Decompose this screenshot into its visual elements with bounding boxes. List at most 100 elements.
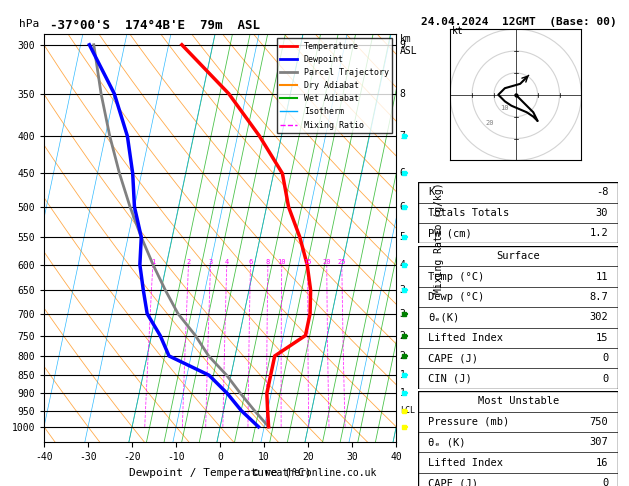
Parcel Trajectory	[97, 91, 105, 97]
Text: 0: 0	[602, 374, 608, 383]
Temperature	[303, 262, 311, 268]
Text: 750: 750	[589, 417, 608, 427]
Temperature	[296, 234, 304, 240]
Temperature	[302, 332, 309, 338]
Line: Temperature: Temperature	[182, 45, 311, 427]
Dewpoint	[131, 204, 138, 210]
Text: © weatheronline.co.uk: © weatheronline.co.uk	[253, 469, 376, 478]
Text: 1.2: 1.2	[589, 228, 608, 238]
Text: 2: 2	[400, 351, 406, 361]
Parcel Trajectory	[205, 353, 213, 359]
Parcel Trajectory	[116, 171, 123, 176]
Text: 30: 30	[596, 208, 608, 218]
Dewpoint	[138, 234, 145, 240]
Text: 25: 25	[338, 259, 346, 265]
Text: 11: 11	[596, 272, 608, 281]
Parcel Trajectory	[162, 287, 169, 293]
Text: Lifted Index: Lifted Index	[428, 333, 503, 343]
Text: -37°00'S  174°4B'E  79m  ASL: -37°00'S 174°4B'E 79m ASL	[50, 19, 260, 33]
Text: 16: 16	[596, 458, 608, 468]
Text: Totals Totals: Totals Totals	[428, 208, 509, 218]
Text: 3: 3	[208, 259, 213, 265]
Text: Dewp (°C): Dewp (°C)	[428, 292, 484, 302]
Text: 5: 5	[400, 232, 406, 242]
Text: kt: kt	[452, 26, 464, 35]
Text: 0: 0	[602, 478, 608, 486]
Parcel Trajectory	[90, 42, 97, 48]
Dewpoint	[123, 133, 131, 139]
Text: 1: 1	[400, 388, 406, 399]
Dewpoint	[111, 91, 118, 97]
Dewpoint	[223, 390, 231, 396]
Text: K: K	[428, 188, 435, 197]
Temperature	[271, 353, 279, 359]
Text: CAPE (J): CAPE (J)	[428, 353, 478, 363]
Dewpoint	[255, 424, 262, 430]
Text: 3: 3	[400, 309, 406, 319]
Text: Pressure (mb): Pressure (mb)	[428, 417, 509, 427]
Temperature	[255, 133, 263, 139]
Parcel Trajectory	[250, 408, 258, 414]
Parcel Trajectory	[138, 234, 145, 240]
Text: CIN (J): CIN (J)	[428, 374, 472, 383]
Dewpoint	[165, 353, 173, 359]
Text: 20: 20	[323, 259, 331, 265]
Line: Dewpoint: Dewpoint	[89, 45, 259, 427]
Text: Surface: Surface	[496, 251, 540, 261]
Parcel Trajectory	[223, 372, 230, 378]
Text: 6: 6	[400, 169, 406, 178]
Dewpoint	[205, 372, 213, 378]
Text: 1: 1	[400, 370, 406, 380]
Text: -8: -8	[596, 188, 608, 197]
Temperature	[307, 287, 314, 293]
Text: 8.7: 8.7	[589, 292, 608, 302]
Text: 8: 8	[400, 88, 406, 99]
Dewpoint	[143, 311, 151, 316]
Temperature	[265, 424, 272, 430]
Text: 6: 6	[400, 202, 406, 212]
Dewpoint	[86, 42, 93, 48]
Text: θₑ (K): θₑ (K)	[428, 437, 466, 447]
Text: 2: 2	[186, 259, 191, 265]
Temperature	[225, 91, 233, 97]
Dewpoint	[237, 408, 245, 414]
Text: Lifted Index: Lifted Index	[428, 458, 503, 468]
Temperature	[267, 372, 274, 378]
Text: 9: 9	[400, 40, 406, 50]
Text: 10: 10	[277, 259, 286, 265]
Text: 24.04.2024  12GMT  (Base: 00): 24.04.2024 12GMT (Base: 00)	[421, 17, 617, 27]
Parcel Trajectory	[149, 262, 157, 268]
Temperature	[178, 42, 186, 48]
Text: 4: 4	[225, 259, 229, 265]
Temperature	[264, 408, 271, 414]
Temperature	[279, 171, 286, 176]
Text: 15: 15	[596, 333, 608, 343]
Text: CAPE (J): CAPE (J)	[428, 478, 478, 486]
Text: PW (cm): PW (cm)	[428, 228, 472, 238]
Text: 302: 302	[589, 312, 608, 322]
Text: LCL: LCL	[400, 406, 415, 415]
Temperature	[263, 390, 270, 396]
Dewpoint	[136, 262, 143, 268]
Text: 3: 3	[400, 285, 406, 295]
Text: Mixing Ratio (g/kg): Mixing Ratio (g/kg)	[433, 182, 443, 294]
Text: 307: 307	[589, 437, 608, 447]
Text: 20: 20	[485, 121, 494, 126]
Parcel Trajectory	[265, 424, 272, 430]
Text: hPa: hPa	[19, 19, 39, 30]
Text: θₑ(K): θₑ(K)	[428, 312, 460, 322]
Text: 8: 8	[266, 259, 270, 265]
Text: 6: 6	[248, 259, 253, 265]
Legend: Temperature, Dewpoint, Parcel Trajectory, Dry Adiabat, Wet Adiabat, Isotherm, Mi: Temperature, Dewpoint, Parcel Trajectory…	[277, 38, 392, 133]
X-axis label: Dewpoint / Temperature (°C): Dewpoint / Temperature (°C)	[129, 468, 311, 478]
Dewpoint	[129, 171, 136, 176]
Text: 10: 10	[501, 105, 509, 111]
Parcel Trajectory	[106, 133, 113, 139]
Text: 0: 0	[602, 353, 608, 363]
Text: 1: 1	[151, 259, 155, 265]
Text: 7: 7	[400, 131, 406, 141]
Parcel Trajectory	[126, 204, 134, 210]
Parcel Trajectory	[192, 332, 199, 338]
Text: 2: 2	[400, 330, 406, 341]
Text: Most Unstable: Most Unstable	[477, 397, 559, 406]
